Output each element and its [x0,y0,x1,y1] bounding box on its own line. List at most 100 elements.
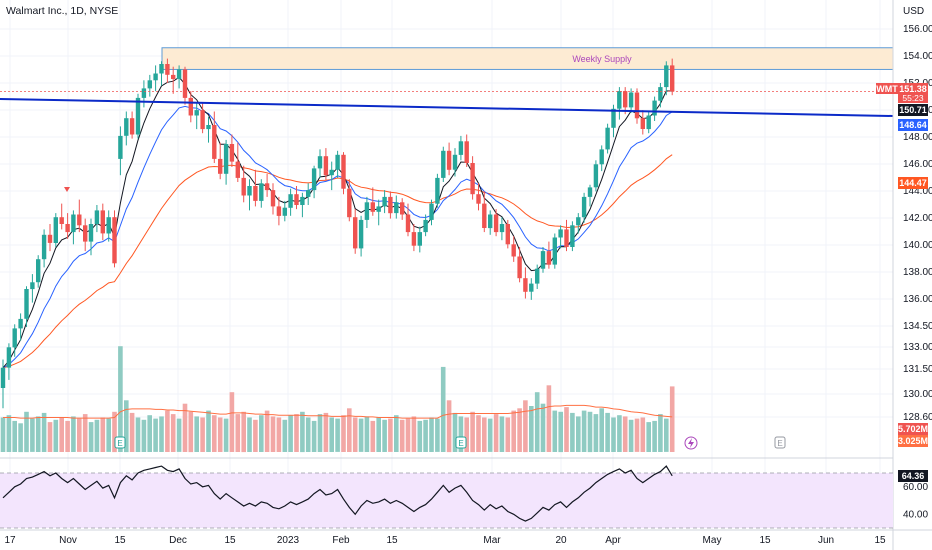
weekly-supply-label: Weekly Supply [572,54,632,64]
price-tick-label: 148.00 [903,132,932,143]
candle [458,135,464,161]
svg-text:5.702M: 5.702M [898,424,928,434]
candle [658,83,663,108]
candle [83,218,88,252]
volume-bar [276,417,282,452]
candle [294,186,299,210]
volume-bar [435,418,440,452]
volume-bar [77,418,82,452]
price-tag-ema-fast: 150.71 [898,104,928,116]
symbol-tag: WMT [876,84,898,94]
volume-bar [217,417,223,452]
time-tick-label: Mar [483,535,501,546]
volume-bars [0,346,675,453]
volume-bar [646,422,651,452]
candle [523,267,528,299]
earnings-marker-icon[interactable]: E [114,436,126,449]
volume-bar [323,412,329,452]
candle [100,203,105,241]
candle [188,91,193,123]
volume-bar [658,414,663,452]
volume-bar [540,403,546,452]
candle [65,213,70,239]
volume-bar [153,418,158,452]
rsi-axis[interactable]: 60.00 40.00 [903,482,928,521]
candle [441,146,446,182]
volume-bar [259,415,264,452]
volume-bar [523,400,528,453]
volume-bar [611,417,616,452]
candle [529,278,534,300]
candle [229,134,235,167]
volume-bar [206,410,211,452]
price-tag-ema-mid: 148.64 [898,119,928,131]
price-tick-label: 146.00 [903,159,932,170]
rsi-value-tag: 64.36 [898,470,928,482]
candle [0,359,6,409]
candle [476,183,481,211]
volume-bar [587,411,593,453]
volume-bar [388,418,393,452]
volume-bar [59,417,64,452]
time-tick-label: 2023 [277,535,300,546]
candle [353,209,358,254]
volume-bar [394,415,399,452]
candle [411,224,417,252]
volume-bar [429,417,434,452]
price-tag-ema-slow: 144.47 [898,177,928,189]
candle [259,179,264,208]
rsi-band [0,473,893,528]
candle [71,210,76,245]
volume-bar [628,419,634,452]
volume-bar [358,418,364,452]
candle [564,219,569,252]
volume-bar [546,385,552,452]
volume-bar [241,411,246,453]
candle [470,156,475,200]
candle [194,102,199,130]
time-axis[interactable]: 17 Nov 15 Dec 15 2023 Feb 15 Mar 20 Apr May 15 Jun 15 [4,535,886,546]
candle [159,61,164,86]
volume-bar [581,410,587,452]
time-tick-label: Apr [605,535,621,546]
time-tick-label: Feb [332,535,350,546]
candle [264,173,270,197]
volume-bar [558,411,563,453]
candle [488,210,493,235]
candle [634,88,640,124]
volume-bar [370,420,376,452]
candle [493,209,499,237]
chart-title: Walmart Inc., 1D, NYSE [6,5,118,17]
candle [394,195,399,219]
volume-bar [470,411,475,453]
upcoming-earnings-marker-icon[interactable]: E [774,436,786,449]
dividend-lightning-icon[interactable] [684,436,698,450]
svg-text:E: E [458,439,463,448]
volume-bar [511,410,516,452]
candle [270,183,276,215]
volume-bar [194,416,199,452]
volume-bar [159,416,164,452]
weekly-supply-zone[interactable] [161,47,894,70]
candle [329,161,334,191]
volume-bar [329,417,334,452]
candle [147,74,152,97]
candle [358,215,364,257]
candlesticks [0,58,675,409]
volume-bar [341,415,346,452]
volume-bar [534,392,540,452]
volume-bar [65,420,70,452]
time-tick-label: May [703,535,722,546]
volume-bar [6,415,12,452]
volume-bar [617,415,622,452]
volume-bar [458,416,464,452]
volume-bar [94,419,100,452]
candle [605,123,610,154]
resistance-trendline[interactable] [0,98,894,117]
earnings-marker-icon[interactable]: E [455,436,467,449]
volume-bar [652,420,657,452]
price-tick-label: 140.00 [903,240,932,251]
candle [223,139,229,185]
